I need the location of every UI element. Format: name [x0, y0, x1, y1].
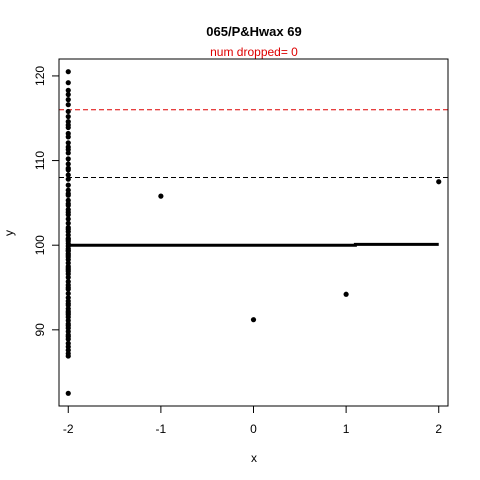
data-point: [65, 300, 71, 307]
x-tick-label: 0: [250, 422, 257, 436]
data-point: [65, 134, 71, 140]
data-point: [65, 390, 71, 396]
data-point: [65, 209, 71, 215]
data-point: [65, 274, 71, 280]
data-point: [65, 122, 71, 128]
data-point: [65, 87, 71, 93]
data-point: [65, 220, 71, 226]
data-point: [65, 252, 71, 258]
data-point: [65, 108, 71, 115]
data-point: [343, 291, 349, 297]
data-point: [65, 312, 71, 318]
data-point: [65, 334, 71, 340]
data-point: [65, 284, 71, 291]
x-tick-label: 1: [343, 422, 350, 436]
x-tick-label: -1: [156, 422, 167, 436]
data-point: [65, 226, 71, 232]
y-tick-label: 90: [33, 323, 47, 337]
data-point: [436, 179, 442, 185]
data-point: [65, 172, 71, 178]
y-tick-label: 120: [33, 66, 47, 86]
data-point: [65, 165, 71, 171]
y-axis-label: y: [2, 230, 16, 236]
data-point: [65, 247, 71, 253]
x-axis: -2 -1 0 1 2: [63, 405, 442, 436]
data-point: [65, 176, 71, 182]
x-tick-label: -2: [63, 422, 74, 436]
data-point: [65, 97, 71, 103]
data-point: [65, 323, 71, 329]
chart-subtitle: num dropped= 0: [210, 45, 298, 59]
chart-title: 065/P&Hwax 69: [206, 24, 301, 39]
data-point: [65, 146, 71, 153]
data-point: [65, 80, 71, 86]
data-point: [65, 268, 71, 275]
mean-line: [68, 242, 439, 247]
data-point: [65, 190, 71, 197]
data-point: [65, 91, 71, 98]
data-point: [65, 161, 71, 167]
y-tick-label: 100: [33, 235, 47, 255]
y-axis: 90 100 110 120: [33, 66, 60, 337]
data-point: [65, 353, 71, 359]
y-tick-label: 110: [33, 151, 47, 170]
data-point: [65, 236, 71, 242]
data-point: [65, 102, 71, 108]
data-point: [65, 201, 71, 207]
data-point: [65, 140, 71, 146]
data-point: [65, 182, 71, 188]
data-point: [65, 69, 71, 75]
data-point: [65, 290, 71, 297]
data-point: [65, 216, 71, 222]
data-point: [65, 156, 71, 162]
data-point: [65, 113, 71, 120]
x-axis-label: x: [251, 451, 257, 465]
data-point: [158, 193, 164, 199]
data-point: [250, 317, 257, 323]
x-tick-label: 2: [435, 422, 442, 436]
